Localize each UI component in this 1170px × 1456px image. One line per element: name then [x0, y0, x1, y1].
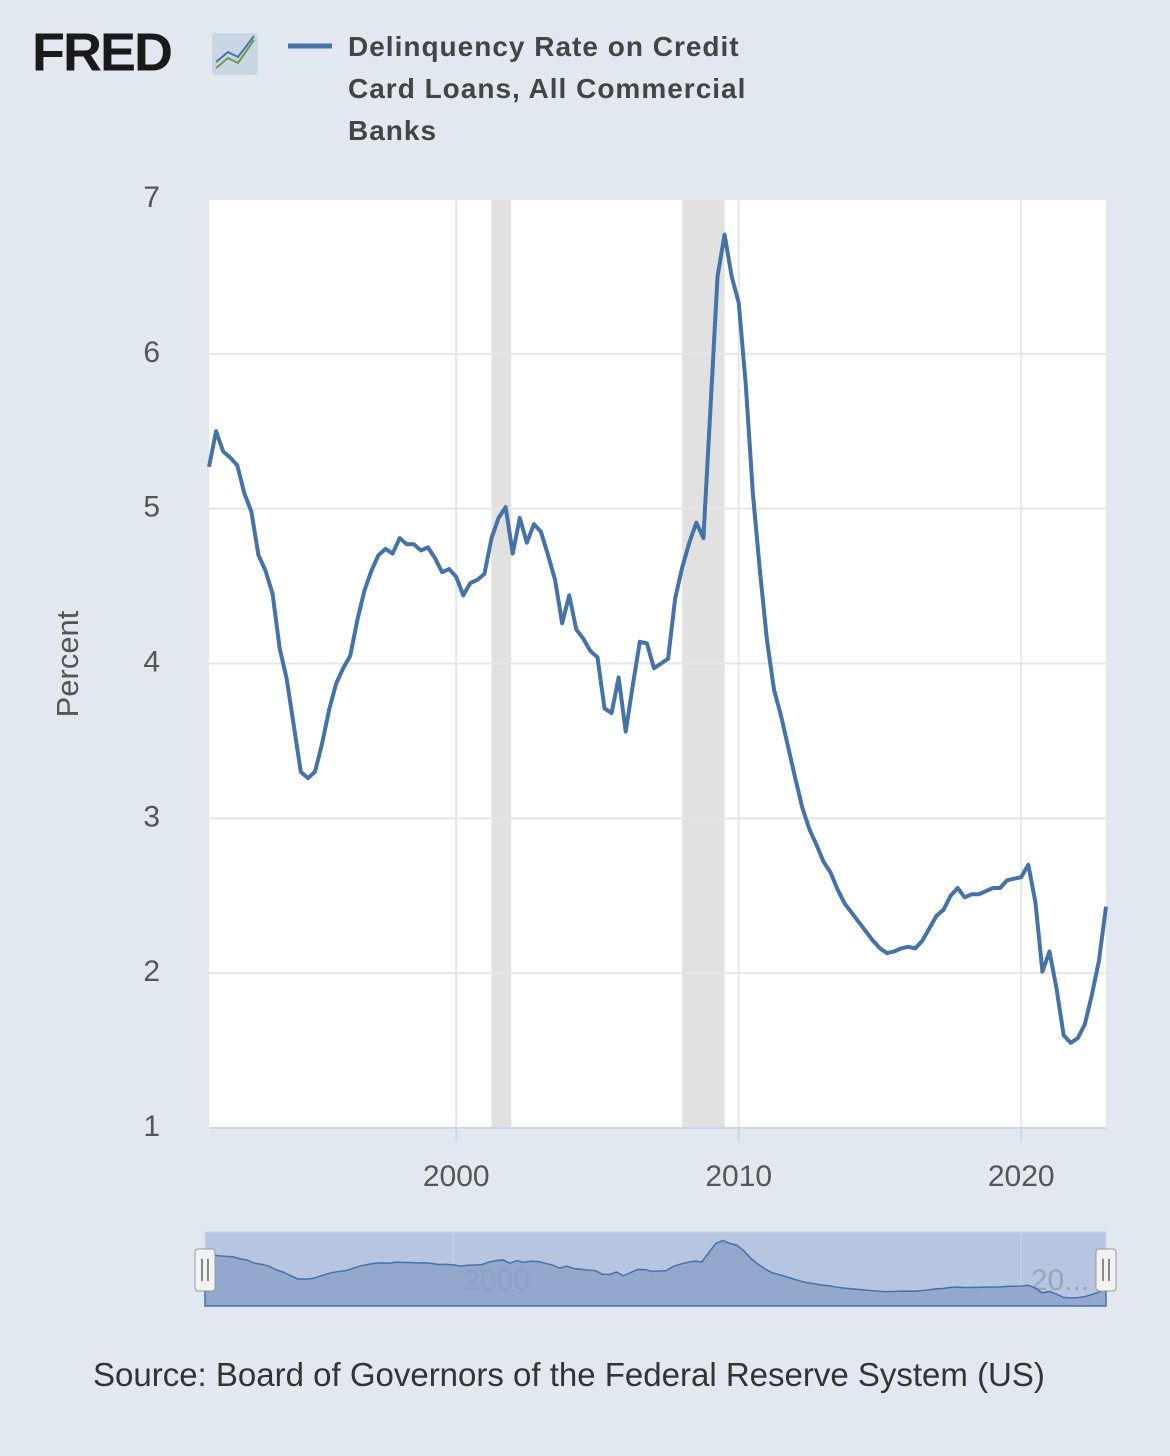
x-tick-label: 2020 [988, 1160, 1055, 1193]
y-tick-label: 7 [143, 181, 160, 214]
y-tick-label: 3 [143, 800, 160, 833]
logo: FRED [32, 22, 171, 82]
y-tick-label: 5 [143, 491, 160, 524]
y-tick-label: 2 [143, 955, 160, 988]
legend-label: Delinquency Rate on Credit Card Loans, A… [348, 31, 747, 146]
navigator-handle[interactable] [1095, 1248, 1117, 1292]
x-tick-label: 2000 [423, 1160, 490, 1193]
y-tick-label: 1 [143, 1110, 160, 1143]
navigator-handle-body [1095, 1248, 1117, 1292]
logo-icon [212, 33, 258, 75]
navigator-handle[interactable] [194, 1248, 216, 1292]
y-tick-label: 4 [143, 645, 160, 678]
navigator-area [204, 1239, 1107, 1307]
source: Source: Board of Governors of the Federa… [93, 1356, 1045, 1393]
logo-icon-line [215, 35, 255, 63]
data-line [207, 232, 1108, 1045]
logo-icon-line [215, 39, 255, 69]
y-axis-label: Percent [50, 610, 85, 717]
x-tick-label: 2010 [705, 1160, 772, 1193]
y-tick-label: 6 [143, 336, 160, 369]
navigator-handle-body [194, 1248, 216, 1292]
